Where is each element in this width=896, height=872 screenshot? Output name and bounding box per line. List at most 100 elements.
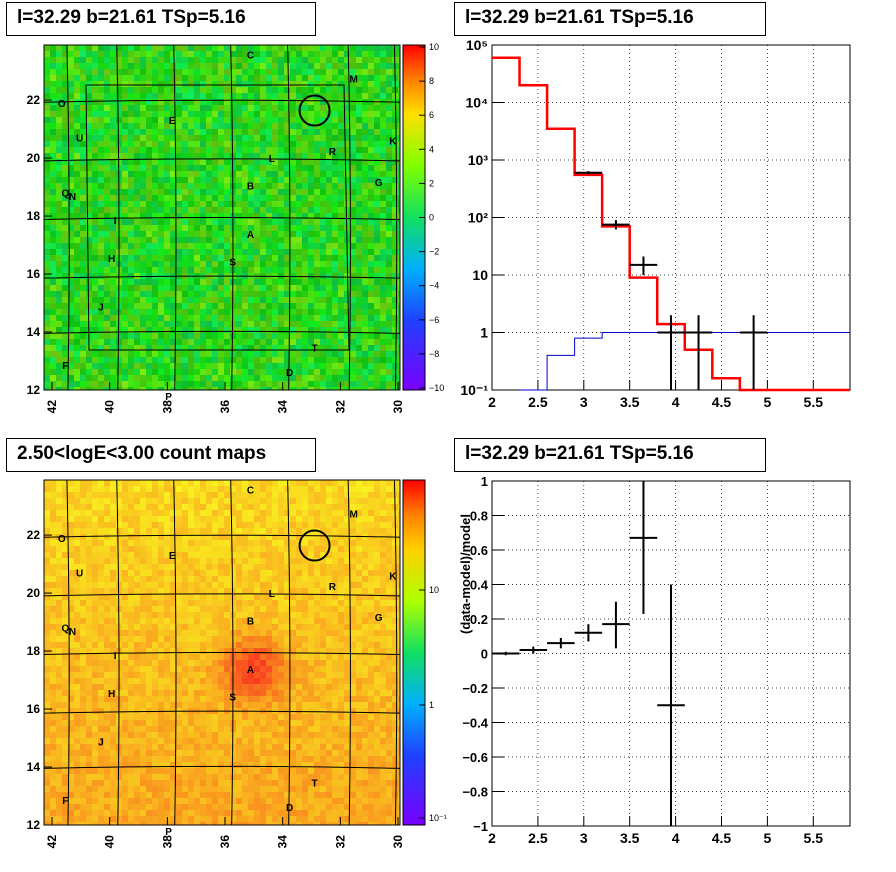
map-pixel [164, 606, 170, 612]
map-pixel [86, 105, 92, 111]
map-pixel [398, 153, 400, 159]
map-pixel [308, 135, 314, 141]
map-pixel [320, 45, 326, 51]
map-pixel [338, 303, 344, 309]
map-pixel [44, 630, 50, 636]
map-pixel [146, 231, 152, 237]
map-pixel [170, 588, 176, 594]
map-pixel [212, 57, 218, 63]
map-pixel [368, 207, 374, 213]
map-pixel [44, 480, 50, 486]
map-pixel [74, 792, 80, 798]
map-pixel [152, 570, 158, 576]
map-pixel [86, 261, 92, 267]
map-pixel [158, 255, 164, 261]
map-pixel [128, 492, 134, 498]
map-pixel [194, 171, 200, 177]
map-pixel [140, 636, 146, 642]
map-pixel [152, 624, 158, 630]
map-pixel [242, 363, 248, 369]
map-pixel [152, 51, 158, 57]
map-pixel [356, 225, 362, 231]
map-pixel [80, 213, 86, 219]
map-pixel [320, 159, 326, 165]
map-pixel [302, 237, 308, 243]
map-pixel [176, 756, 182, 762]
map-pixel [212, 303, 218, 309]
map-pixel [56, 159, 62, 165]
map-pixel [188, 201, 194, 207]
map-pixel [254, 369, 260, 375]
map-pixel [74, 522, 80, 528]
map-pixel [44, 546, 50, 552]
map-pixel [104, 552, 110, 558]
map-pixel [206, 105, 212, 111]
map-pixel [236, 99, 242, 105]
map-pixel [158, 768, 164, 774]
map-pixel [356, 267, 362, 273]
map-pixel [248, 147, 254, 153]
map-pixel [86, 624, 92, 630]
map-pixel [176, 786, 182, 792]
map-pixel [338, 279, 344, 285]
map-pixel [140, 381, 146, 387]
map-pixel [92, 357, 98, 363]
map-pixel [194, 201, 200, 207]
map-pixel [152, 363, 158, 369]
map-pixel [320, 261, 326, 267]
map-pixel [194, 267, 200, 273]
map-pixel [290, 189, 296, 195]
map-pixel [248, 129, 254, 135]
map-pixel [140, 387, 146, 390]
map-pixel [140, 786, 146, 792]
map-pixel [398, 219, 400, 225]
map-pixel [86, 213, 92, 219]
map-pixel [80, 552, 86, 558]
map-pixel [200, 93, 206, 99]
map-pixel [68, 582, 74, 588]
source-label: F [62, 361, 68, 372]
map-y-tick-label: 18 [27, 209, 41, 223]
map-pixel [116, 774, 122, 780]
map-pixel [308, 291, 314, 297]
map-pixel [344, 375, 350, 381]
map-pixel [134, 279, 140, 285]
spectrum-x-tick-label: 3 [580, 394, 588, 410]
map-pixel [206, 171, 212, 177]
map-pixel [68, 786, 74, 792]
map-pixel [356, 45, 362, 51]
map-pixel [380, 189, 386, 195]
map-pixel [62, 762, 68, 768]
map-pixel [80, 189, 86, 195]
map-pixel [68, 87, 74, 93]
map-pixel [338, 285, 344, 291]
map-pixel [110, 732, 116, 738]
map-pixel [254, 333, 260, 339]
map-pixel [368, 291, 374, 297]
map-pixel [308, 45, 314, 51]
map-pixel [392, 117, 398, 123]
map-pixel [152, 309, 158, 315]
map-pixel [248, 231, 254, 237]
map-pixel [74, 63, 80, 69]
map-pixel [134, 498, 140, 504]
map-pixel [326, 261, 332, 267]
map-pixel [152, 201, 158, 207]
map-pixel [110, 546, 116, 552]
map-pixel [62, 516, 68, 522]
map-pixel [176, 606, 182, 612]
map-pixel [176, 684, 182, 690]
map-pixel [116, 93, 122, 99]
map-pixel [374, 279, 380, 285]
map-pixel [140, 183, 146, 189]
map-pixel [158, 732, 164, 738]
map-pixel [368, 129, 374, 135]
map-pixel [74, 804, 80, 810]
map-pixel [284, 177, 290, 183]
map-pixel [272, 117, 278, 123]
map-pixel [284, 261, 290, 267]
map-pixel [140, 534, 146, 540]
map-pixel [110, 129, 116, 135]
map-pixel [248, 249, 254, 255]
map-pixel [104, 99, 110, 105]
